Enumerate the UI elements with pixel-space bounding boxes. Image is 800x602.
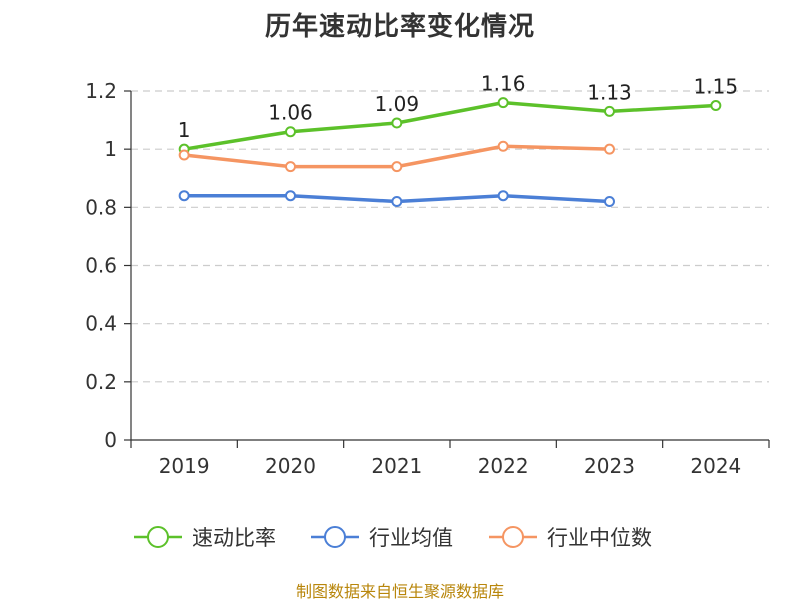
- legend-marker: [502, 526, 524, 548]
- data-label: 1.09: [375, 92, 420, 116]
- legend-label: 行业中位数: [547, 526, 652, 550]
- legend-marker: [147, 526, 169, 548]
- series-line: [182, 100, 718, 151]
- data-label: 1: [178, 118, 191, 142]
- y-tick-label: 0.2: [85, 370, 117, 394]
- series-lines: [178, 97, 722, 208]
- gridlines: [131, 90, 769, 383]
- y-tick-label: 0.8: [85, 195, 117, 219]
- data-point: [178, 190, 190, 202]
- data-point: [710, 100, 722, 112]
- data-point: [497, 97, 509, 109]
- legend-marker: [324, 526, 346, 548]
- data-labels: 1 1.06 1.09 1.16 1.13 1.15: [178, 72, 738, 143]
- x-tick-label: 2022: [478, 454, 529, 478]
- data-point: [178, 149, 190, 161]
- data-point: [285, 126, 296, 138]
- x-tick-label: 2024: [690, 454, 741, 478]
- chart-title: 历年速动比率变化情况: [264, 12, 535, 42]
- y-tick-label: 0.4: [85, 312, 117, 336]
- source-note: 制图数据来自恒生聚源数据库: [295, 582, 504, 601]
- legend-label: 行业均值: [369, 526, 453, 550]
- y-tick-label: 0.6: [85, 254, 117, 278]
- x-tick-label: 2020: [265, 454, 316, 478]
- data-label: 1.15: [694, 75, 739, 99]
- data-point: [391, 117, 403, 129]
- data-point: [604, 196, 615, 208]
- data-point: [604, 105, 615, 117]
- data-point: [497, 190, 509, 202]
- legend: 速动比率 行业均值 行业中位数: [134, 526, 652, 550]
- data-point: [604, 143, 615, 155]
- data-label: 1.06: [268, 101, 313, 125]
- y-tick-label: 1.2: [85, 79, 117, 103]
- data-point: [285, 161, 296, 173]
- legend-label: 速动比率: [192, 526, 276, 550]
- x-tick-label: 2019: [159, 454, 210, 478]
- x-tick-label: 2023: [584, 454, 635, 478]
- data-point: [391, 196, 403, 208]
- data-label: 1.16: [481, 72, 526, 96]
- axes: 0 0.2 0.4 0.6 0.8 1 1.2 2019 2020 2021 2022 2023 202…: [85, 79, 770, 478]
- y-tick-label: 0: [104, 428, 117, 452]
- data-label: 1.13: [587, 80, 632, 104]
- data-point: [497, 140, 509, 152]
- data-point: [391, 161, 403, 173]
- data-point: [285, 190, 296, 202]
- x-tick-label: 2021: [371, 454, 422, 478]
- y-tick-label: 1: [104, 137, 117, 161]
